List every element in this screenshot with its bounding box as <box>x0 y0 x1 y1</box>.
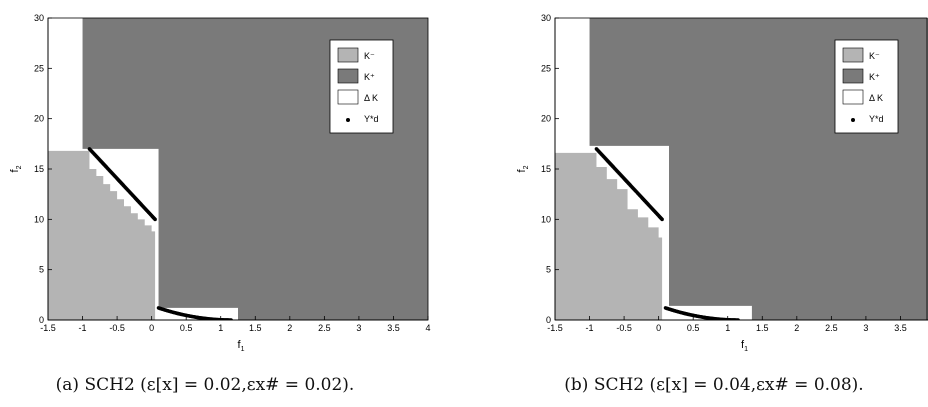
y-tick-label: 15 <box>541 164 551 174</box>
y-tick-label: 10 <box>34 214 44 224</box>
x-tick-label: -1.5 <box>40 323 56 333</box>
legend-label-k_plus: K⁺ <box>869 72 880 82</box>
y-tick-label: 10 <box>541 214 551 224</box>
x-tick-label: 4 <box>425 323 430 333</box>
x-tick-label: 1.5 <box>249 323 262 333</box>
x-tick-label: 1.5 <box>756 323 769 333</box>
pareto-point-upper <box>153 217 157 222</box>
caption: (b) SCH2 (ε[x] = 0.04,εx# = 0.08). <box>564 375 863 395</box>
k-minus-region <box>48 150 156 320</box>
x-tick-label: -0.5 <box>109 323 125 333</box>
x-tick-label: -1 <box>586 323 594 333</box>
legend-swatch-k_minus <box>842 47 864 63</box>
x-tick-label: -0.5 <box>616 323 632 333</box>
y-tick-label: 0 <box>39 315 44 325</box>
x-axis-label: f1 <box>238 339 245 353</box>
y-tick-label: 20 <box>541 114 551 124</box>
chart-a: -1.5 -1 -0.5 0 0.5 1 1.5 2 2.5 3 3.5 4 0 5 10 15 20 25 30 f… <box>9 13 431 395</box>
x-tick-label: 1 <box>725 323 730 333</box>
legend-label-k_minus: K⁻ <box>869 51 880 61</box>
x-axis-label: f1 <box>741 339 748 353</box>
y-tick-label: 5 <box>546 265 551 275</box>
legend-swatch-k_plus <box>842 68 864 84</box>
x-tick-label: 3.5 <box>894 323 907 333</box>
x-tick-label: 3.5 <box>387 323 400 333</box>
x-axis-label-sub: 1 <box>744 346 748 353</box>
legend-label-yd: Y*d <box>869 114 884 124</box>
x-tick-label: 2.5 <box>825 323 838 333</box>
x-tick-label: 3 <box>863 323 868 333</box>
x-tick-label: -1.5 <box>547 323 563 333</box>
x-tick-label: 0.5 <box>180 323 193 333</box>
x-tick-label: 0 <box>149 323 154 333</box>
legend-swatch-k_minus <box>337 47 359 63</box>
y-tick-label: 25 <box>34 63 44 73</box>
y-axis-label-sub: 2 <box>523 165 530 169</box>
y-tick-label: 0 <box>546 315 551 325</box>
legend-label-yd: Y*d <box>364 114 379 124</box>
x-tick-label: 2 <box>287 323 292 333</box>
y-tick-label: 25 <box>541 63 551 73</box>
x-tick-label: 0.5 <box>687 323 700 333</box>
y-axis-label: f2 <box>9 165 23 172</box>
y-axis-label-sub: 2 <box>16 165 23 169</box>
x-tick-label: 0 <box>656 323 661 333</box>
legend-label-k_plus: K⁺ <box>364 72 375 82</box>
legend-label-delta_k: Δ K <box>364 93 378 103</box>
legend-swatch-yd <box>346 118 350 122</box>
legend-swatch-delta_k <box>337 89 359 105</box>
k-minus-region <box>555 152 663 320</box>
x-tick-label: 2 <box>794 323 799 333</box>
legend-swatch-delta_k <box>842 89 864 105</box>
x-tick-label: 1 <box>218 323 223 333</box>
y-tick-label: 5 <box>39 265 44 275</box>
caption: (a) SCH2 (ε[x] = 0.02,εx# = 0.02). <box>56 375 355 395</box>
legend-label-delta_k: Δ K <box>869 93 883 103</box>
y-tick-label: 30 <box>34 13 44 23</box>
y-tick-label: 15 <box>34 164 44 174</box>
x-tick-label: 2.5 <box>318 323 331 333</box>
y-axis-label: f2 <box>516 165 530 172</box>
legend-label-k_minus: K⁻ <box>364 51 375 61</box>
legend-swatch-yd <box>851 118 855 122</box>
y-tick-label: 30 <box>541 13 551 23</box>
y-tick-label: 20 <box>34 114 44 124</box>
x-axis-label-sub: 1 <box>241 346 245 353</box>
legend-swatch-k_plus <box>337 68 359 84</box>
chart-b: -1.5 -1 -0.5 0 0.5 1 1.5 2 2.5 3 3.5 0 5 10 15 20 25 30 f1… <box>516 13 928 395</box>
x-tick-label: -1 <box>79 323 87 333</box>
pareto-point-upper <box>660 217 664 222</box>
x-tick-label: 3 <box>356 323 361 333</box>
